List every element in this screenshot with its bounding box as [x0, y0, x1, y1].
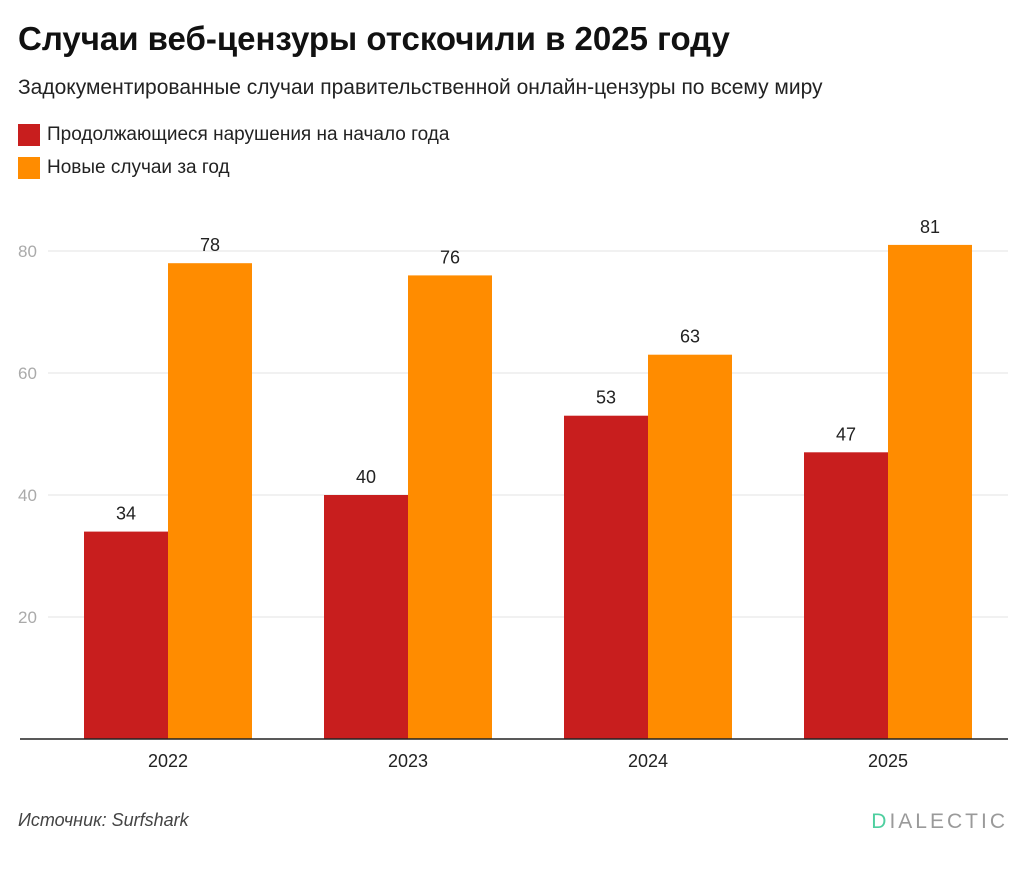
bar	[324, 495, 408, 739]
x-tick-label: 2022	[148, 751, 188, 771]
bar	[888, 244, 972, 739]
x-tick-label: 2025	[868, 751, 908, 771]
legend-item-ongoing: Продолжающиеся нарушения на начало года	[18, 118, 449, 151]
y-tick-label: 80	[18, 242, 37, 261]
data-label: 78	[200, 235, 220, 255]
bar	[648, 354, 732, 739]
data-label: 47	[836, 424, 856, 444]
data-label: 34	[116, 504, 136, 524]
legend-label-new: Новые случаи за год	[47, 156, 230, 178]
dialectic-logo: DIALECTIC	[871, 810, 1008, 833]
chart-title: Случаи веб-цензуры отскочили в 2025 году	[18, 20, 730, 57]
bar	[84, 531, 168, 739]
source-note: Источник: Surfshark	[18, 810, 189, 830]
y-tick-label: 20	[18, 608, 37, 627]
data-label: 81	[920, 217, 940, 237]
legend: Продолжающиеся нарушения на начало года …	[18, 118, 449, 184]
x-tick-label: 2024	[628, 751, 668, 771]
data-label: 53	[596, 388, 616, 408]
y-tick-label: 60	[18, 364, 37, 383]
data-label: 40	[356, 467, 376, 487]
bar	[168, 263, 252, 739]
legend-swatch-new	[18, 156, 40, 179]
chart-subtitle: Задокументированные случаи правительстве…	[18, 76, 823, 99]
bar	[408, 275, 492, 739]
data-label: 63	[680, 327, 700, 347]
data-label: 76	[440, 247, 460, 267]
x-tick-label: 2023	[388, 751, 428, 771]
legend-swatch-ongoing	[18, 123, 40, 146]
legend-item-new: Новые случаи за год	[18, 151, 449, 184]
bar	[564, 415, 648, 739]
legend-label-ongoing: Продолжающиеся нарушения на начало года	[47, 123, 450, 145]
y-tick-label: 40	[18, 486, 37, 505]
bar	[804, 452, 888, 739]
